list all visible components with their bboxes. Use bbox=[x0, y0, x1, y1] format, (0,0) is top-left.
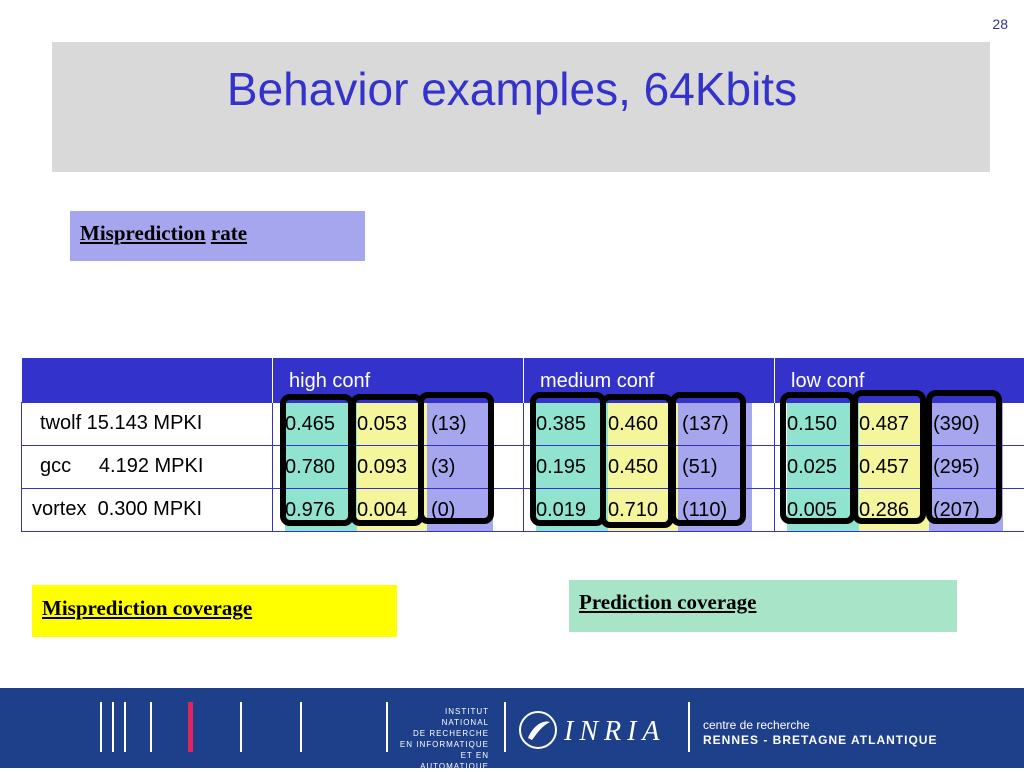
footer-stripe-accent bbox=[188, 702, 193, 752]
footer-stripe bbox=[100, 702, 102, 752]
header-empty bbox=[22, 358, 273, 402]
footer-stripe bbox=[504, 702, 506, 752]
bench-name: vortex 0.300 MPKI bbox=[22, 488, 273, 531]
footer-stripe bbox=[150, 702, 152, 752]
bench-name: twolf 15.143 MPKI bbox=[22, 402, 273, 445]
highlight-ring-low-count bbox=[926, 390, 1002, 524]
legend-prediction-coverage: Prediction coverage bbox=[569, 580, 957, 632]
highlight-ring-high-rate bbox=[280, 394, 354, 526]
highlight-ring-high-count bbox=[418, 392, 494, 524]
institute-line: DE RECHERCHE bbox=[395, 728, 489, 739]
footer-stripe bbox=[124, 702, 126, 752]
legend-misprediction-coverage: Misprediction coverage bbox=[32, 585, 397, 637]
highlight-ring-medium-rate bbox=[530, 392, 606, 526]
bench-name: gcc 4.192 MPKI bbox=[22, 445, 273, 488]
institute-line: ET EN AUTOMATIQUE bbox=[395, 750, 489, 772]
slide-title: Behavior examples, 64Kbits bbox=[0, 62, 1024, 116]
institute-line: EN INFORMATIQUE bbox=[395, 739, 489, 750]
institute-line: INSTITUT NATIONAL bbox=[395, 706, 489, 728]
centre-line2: RENNES - BRETAGNE ATLANTIQUE bbox=[703, 733, 937, 748]
footer-stripe bbox=[300, 702, 302, 752]
highlight-ring-low-rate bbox=[780, 392, 856, 524]
legend-prediction-coverage-label: Prediction coverage bbox=[579, 590, 756, 614]
legend-misprediction-coverage-label: Misprediction coverage bbox=[42, 596, 252, 620]
centre-line1: centre de recherche bbox=[703, 718, 937, 733]
legend-misprediction-rate: Misprediction rate bbox=[70, 211, 365, 261]
highlight-ring-medium-coverage bbox=[600, 394, 674, 528]
footer-stripe bbox=[240, 702, 242, 752]
highlight-ring-medium-count bbox=[670, 392, 746, 526]
footer-stripe bbox=[112, 702, 114, 752]
centre-name: centre de recherche RENNES - BRETAGNE AT… bbox=[703, 718, 937, 748]
footer-stripe bbox=[688, 702, 690, 752]
inria-logo-text: INRIA bbox=[564, 716, 666, 748]
footer-bar: INSTITUT NATIONAL DE RECHERCHE EN INFORM… bbox=[0, 688, 1024, 768]
highlight-ring-high-coverage bbox=[350, 394, 424, 526]
footer-stripe bbox=[386, 702, 388, 752]
page-number: 28 bbox=[992, 16, 1008, 32]
legend-misprediction-rate-label: Misprediction bbox=[80, 221, 206, 245]
inria-logo-icon bbox=[518, 710, 558, 750]
institute-name: INSTITUT NATIONAL DE RECHERCHE EN INFORM… bbox=[395, 706, 489, 772]
highlight-ring-low-coverage bbox=[852, 390, 926, 524]
legend-misprediction-rate-label-2: rate bbox=[211, 221, 247, 245]
